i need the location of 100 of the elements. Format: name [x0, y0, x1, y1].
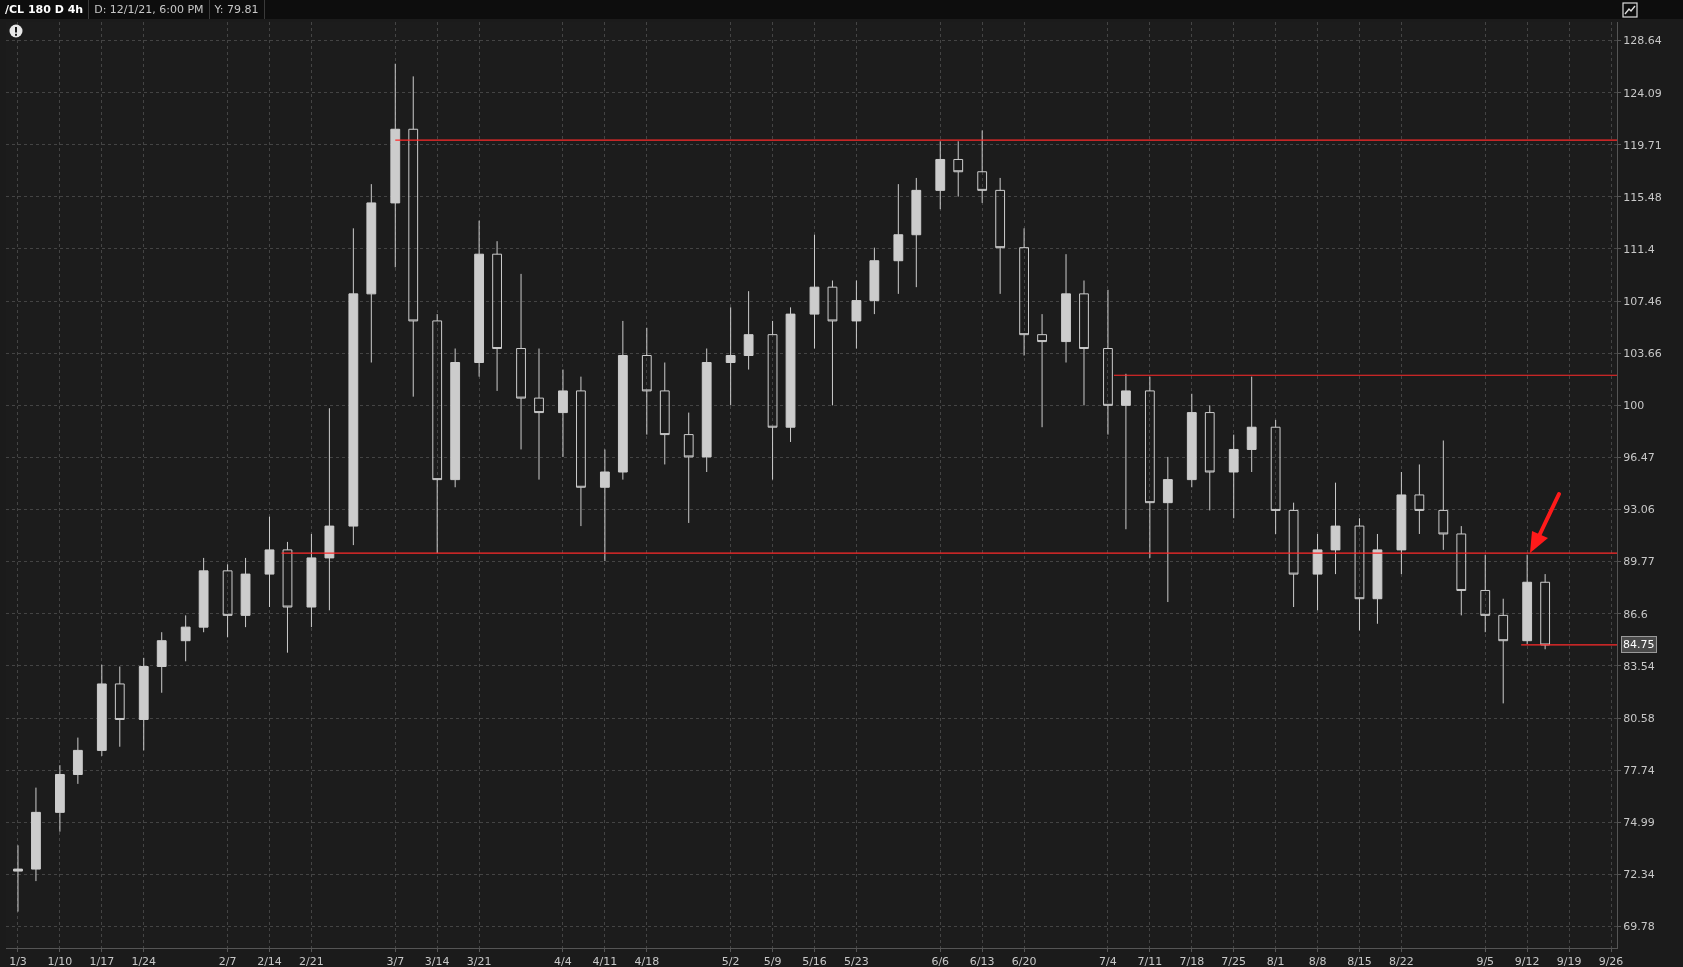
y-tick-label: 83.54	[1623, 659, 1655, 673]
candlestick	[366, 183, 377, 364]
candlestick	[1103, 289, 1113, 436]
x-tick-label: 2/7	[218, 955, 237, 967]
candlestick	[1540, 573, 1551, 650]
y-tick-label: 86.6	[1623, 607, 1648, 621]
candlestick	[1438, 440, 1449, 551]
candlestick	[516, 273, 526, 450]
candlestick	[641, 327, 652, 436]
x-tick-label: 4/4	[554, 955, 572, 967]
chart-title: /CL 180 D 4h	[0, 0, 90, 19]
candlestick	[935, 140, 946, 210]
x-tick-label: 7/4	[1099, 955, 1117, 967]
x-tick-label: 7/18	[1179, 955, 1205, 967]
x-tick-label: 5/2	[721, 955, 740, 967]
y-tick-label: 128.64	[1623, 34, 1662, 48]
x-tick-label: 9/12	[1514, 955, 1540, 967]
annotation: 84.75	[1623, 638, 1655, 651]
text: Y: 79.81	[209, 0, 265, 19]
y-tick-label: 124.09	[1623, 86, 1662, 100]
candlestick	[1162, 456, 1173, 603]
candlestick	[785, 306, 796, 443]
candlestick	[1079, 280, 1089, 406]
candlestick	[1522, 554, 1533, 645]
candlestick	[576, 376, 586, 527]
candlestick	[911, 177, 922, 288]
x-tick-label: 4/18	[634, 955, 660, 967]
candlestick	[869, 247, 880, 315]
candlestick	[1204, 404, 1215, 511]
y-tick-label: 115.48	[1623, 190, 1662, 204]
candlestick	[1121, 373, 1131, 530]
x-tick-label: 5/16	[802, 955, 827, 967]
x-tick-label: 8/15	[1347, 955, 1372, 967]
candlestick	[1372, 533, 1383, 625]
candlestick	[1144, 376, 1155, 559]
candlestick	[1354, 517, 1365, 632]
candlestick	[1414, 463, 1425, 535]
x-tick-label: 2/14	[257, 955, 282, 967]
y-tick-label: 89.77	[1623, 555, 1655, 569]
x-tick-label: 7/25	[1221, 955, 1247, 967]
candlestick	[977, 129, 988, 204]
x-tick-label: 3/14	[424, 955, 450, 967]
candlestick	[725, 306, 736, 406]
candlestick	[893, 183, 904, 295]
candlestick	[1228, 434, 1239, 519]
candlestick	[1019, 227, 1030, 356]
candlestick	[617, 320, 628, 481]
candlestick	[390, 63, 401, 268]
candlestick	[1037, 313, 1047, 428]
text: D: 12/1/21, 6:00 PM	[89, 0, 210, 19]
candlestick	[599, 448, 610, 562]
x-tick-label: 1/3	[9, 955, 27, 967]
candlestick	[474, 220, 485, 378]
candlestick	[1270, 419, 1281, 535]
y-tick-label: 74.99	[1623, 816, 1655, 830]
y-tick-label: 72.34	[1623, 868, 1655, 882]
candlestick	[558, 369, 568, 458]
x-tick-label: 9/5	[1476, 955, 1495, 967]
x-tick-label: 6/13	[969, 955, 995, 967]
candlestick	[1312, 533, 1323, 611]
y-tick-label: 69.78	[1623, 920, 1655, 934]
x-tick-label: 6/6	[931, 955, 950, 967]
y-tick-label: 93.06	[1623, 503, 1655, 517]
x-tick-label: 1/17	[89, 955, 115, 967]
candlestick	[1186, 393, 1197, 488]
candlestick	[809, 234, 820, 350]
y-tick-label: 111.4	[1623, 242, 1655, 256]
y-tick-label: 119.71	[1623, 138, 1662, 152]
y-tick-label: 80.58	[1623, 711, 1655, 725]
candlestick	[1330, 482, 1341, 575]
candlestick	[408, 75, 419, 398]
candlestick	[432, 313, 443, 554]
y-tick-label: 77.74	[1623, 763, 1655, 777]
x-tick-label: 6/20	[1011, 955, 1037, 967]
x-tick-label: 5/23	[844, 955, 869, 967]
x-tick-label: 2/21	[299, 955, 324, 967]
y-tick-label: 96.47	[1623, 451, 1655, 465]
candlestick	[743, 290, 754, 371]
x-tick-label: 8/8	[1308, 955, 1327, 967]
candlestick	[1288, 502, 1299, 608]
x-tick-label: 9/26	[1598, 955, 1624, 967]
y-tick-label: 100	[1623, 399, 1645, 413]
candlestick	[1456, 525, 1467, 616]
candlestick	[492, 240, 502, 392]
candlestick	[953, 140, 964, 198]
candlestick	[701, 348, 712, 473]
candlestick	[851, 280, 862, 350]
candlestick	[659, 362, 670, 465]
x-tick-label: 7/11	[1137, 955, 1163, 967]
x-tick-label: 3/7	[386, 955, 405, 967]
x-tick-label: 1/24	[131, 955, 157, 967]
y-tick-label: 103.66	[1623, 347, 1662, 361]
candlestick	[1396, 471, 1407, 575]
x-tick-label: 3/21	[466, 955, 492, 967]
x-tick-label: 8/22	[1389, 955, 1414, 967]
candlestick	[995, 177, 1006, 295]
candlestick	[1246, 376, 1257, 473]
candlestick	[1498, 598, 1509, 704]
candlestick	[827, 280, 838, 406]
y-tick-label: 107.46	[1623, 294, 1662, 308]
